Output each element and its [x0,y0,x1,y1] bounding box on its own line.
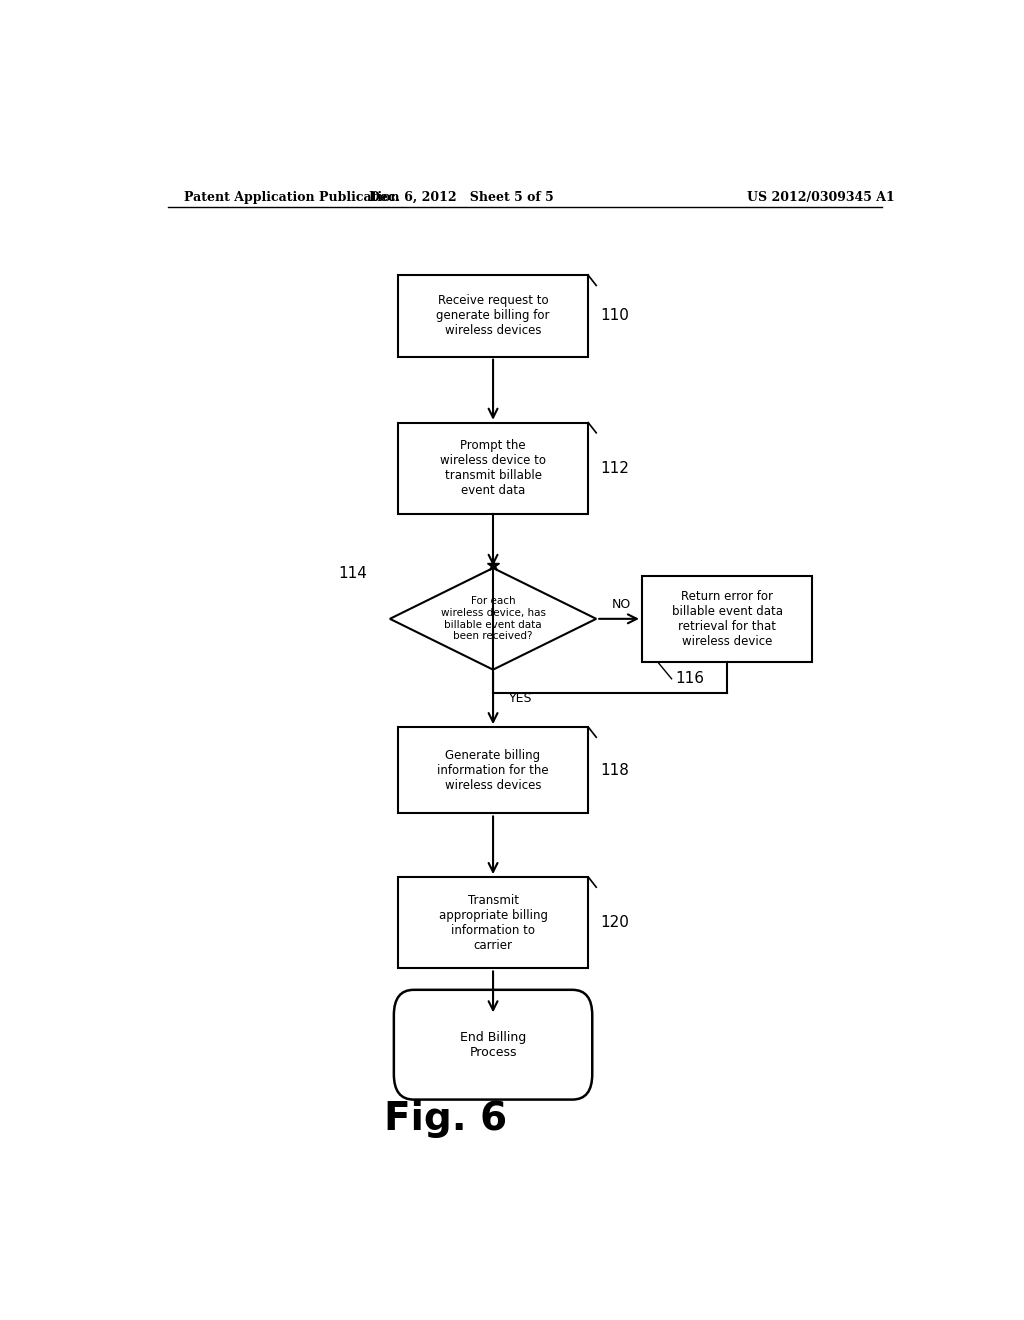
Text: 114: 114 [338,565,368,581]
Polygon shape [390,568,596,669]
Text: NO: NO [612,598,632,611]
FancyBboxPatch shape [397,727,588,813]
Text: 110: 110 [600,309,629,323]
Text: Transmit
appropriate billing
information to
carrier: Transmit appropriate billing information… [438,894,548,952]
FancyBboxPatch shape [397,276,588,356]
Text: Fig. 6: Fig. 6 [384,1100,507,1138]
Text: Generate billing
information for the
wireless devices: Generate billing information for the wir… [437,748,549,792]
Text: US 2012/0309345 A1: US 2012/0309345 A1 [748,190,895,203]
Text: 118: 118 [600,763,629,777]
Text: Patent Application Publication: Patent Application Publication [183,190,399,203]
FancyBboxPatch shape [642,576,812,663]
Text: Dec. 6, 2012   Sheet 5 of 5: Dec. 6, 2012 Sheet 5 of 5 [369,190,554,203]
Text: 116: 116 [676,672,705,686]
Text: 120: 120 [600,915,629,931]
Text: Prompt the
wireless device to
transmit billable
event data: Prompt the wireless device to transmit b… [440,440,546,498]
FancyBboxPatch shape [397,876,588,969]
Text: End Billing
Process: End Billing Process [460,1031,526,1059]
FancyBboxPatch shape [394,990,592,1100]
FancyBboxPatch shape [397,422,588,515]
Text: Receive request to
generate billing for
wireless devices: Receive request to generate billing for … [436,294,550,338]
Text: YES: YES [509,692,532,705]
Text: Return error for
billable event data
retrieval for that
wireless device: Return error for billable event data ret… [672,590,782,648]
Text: For each
wireless device, has
billable event data
been received?: For each wireless device, has billable e… [440,597,546,642]
Text: 112: 112 [600,461,629,477]
